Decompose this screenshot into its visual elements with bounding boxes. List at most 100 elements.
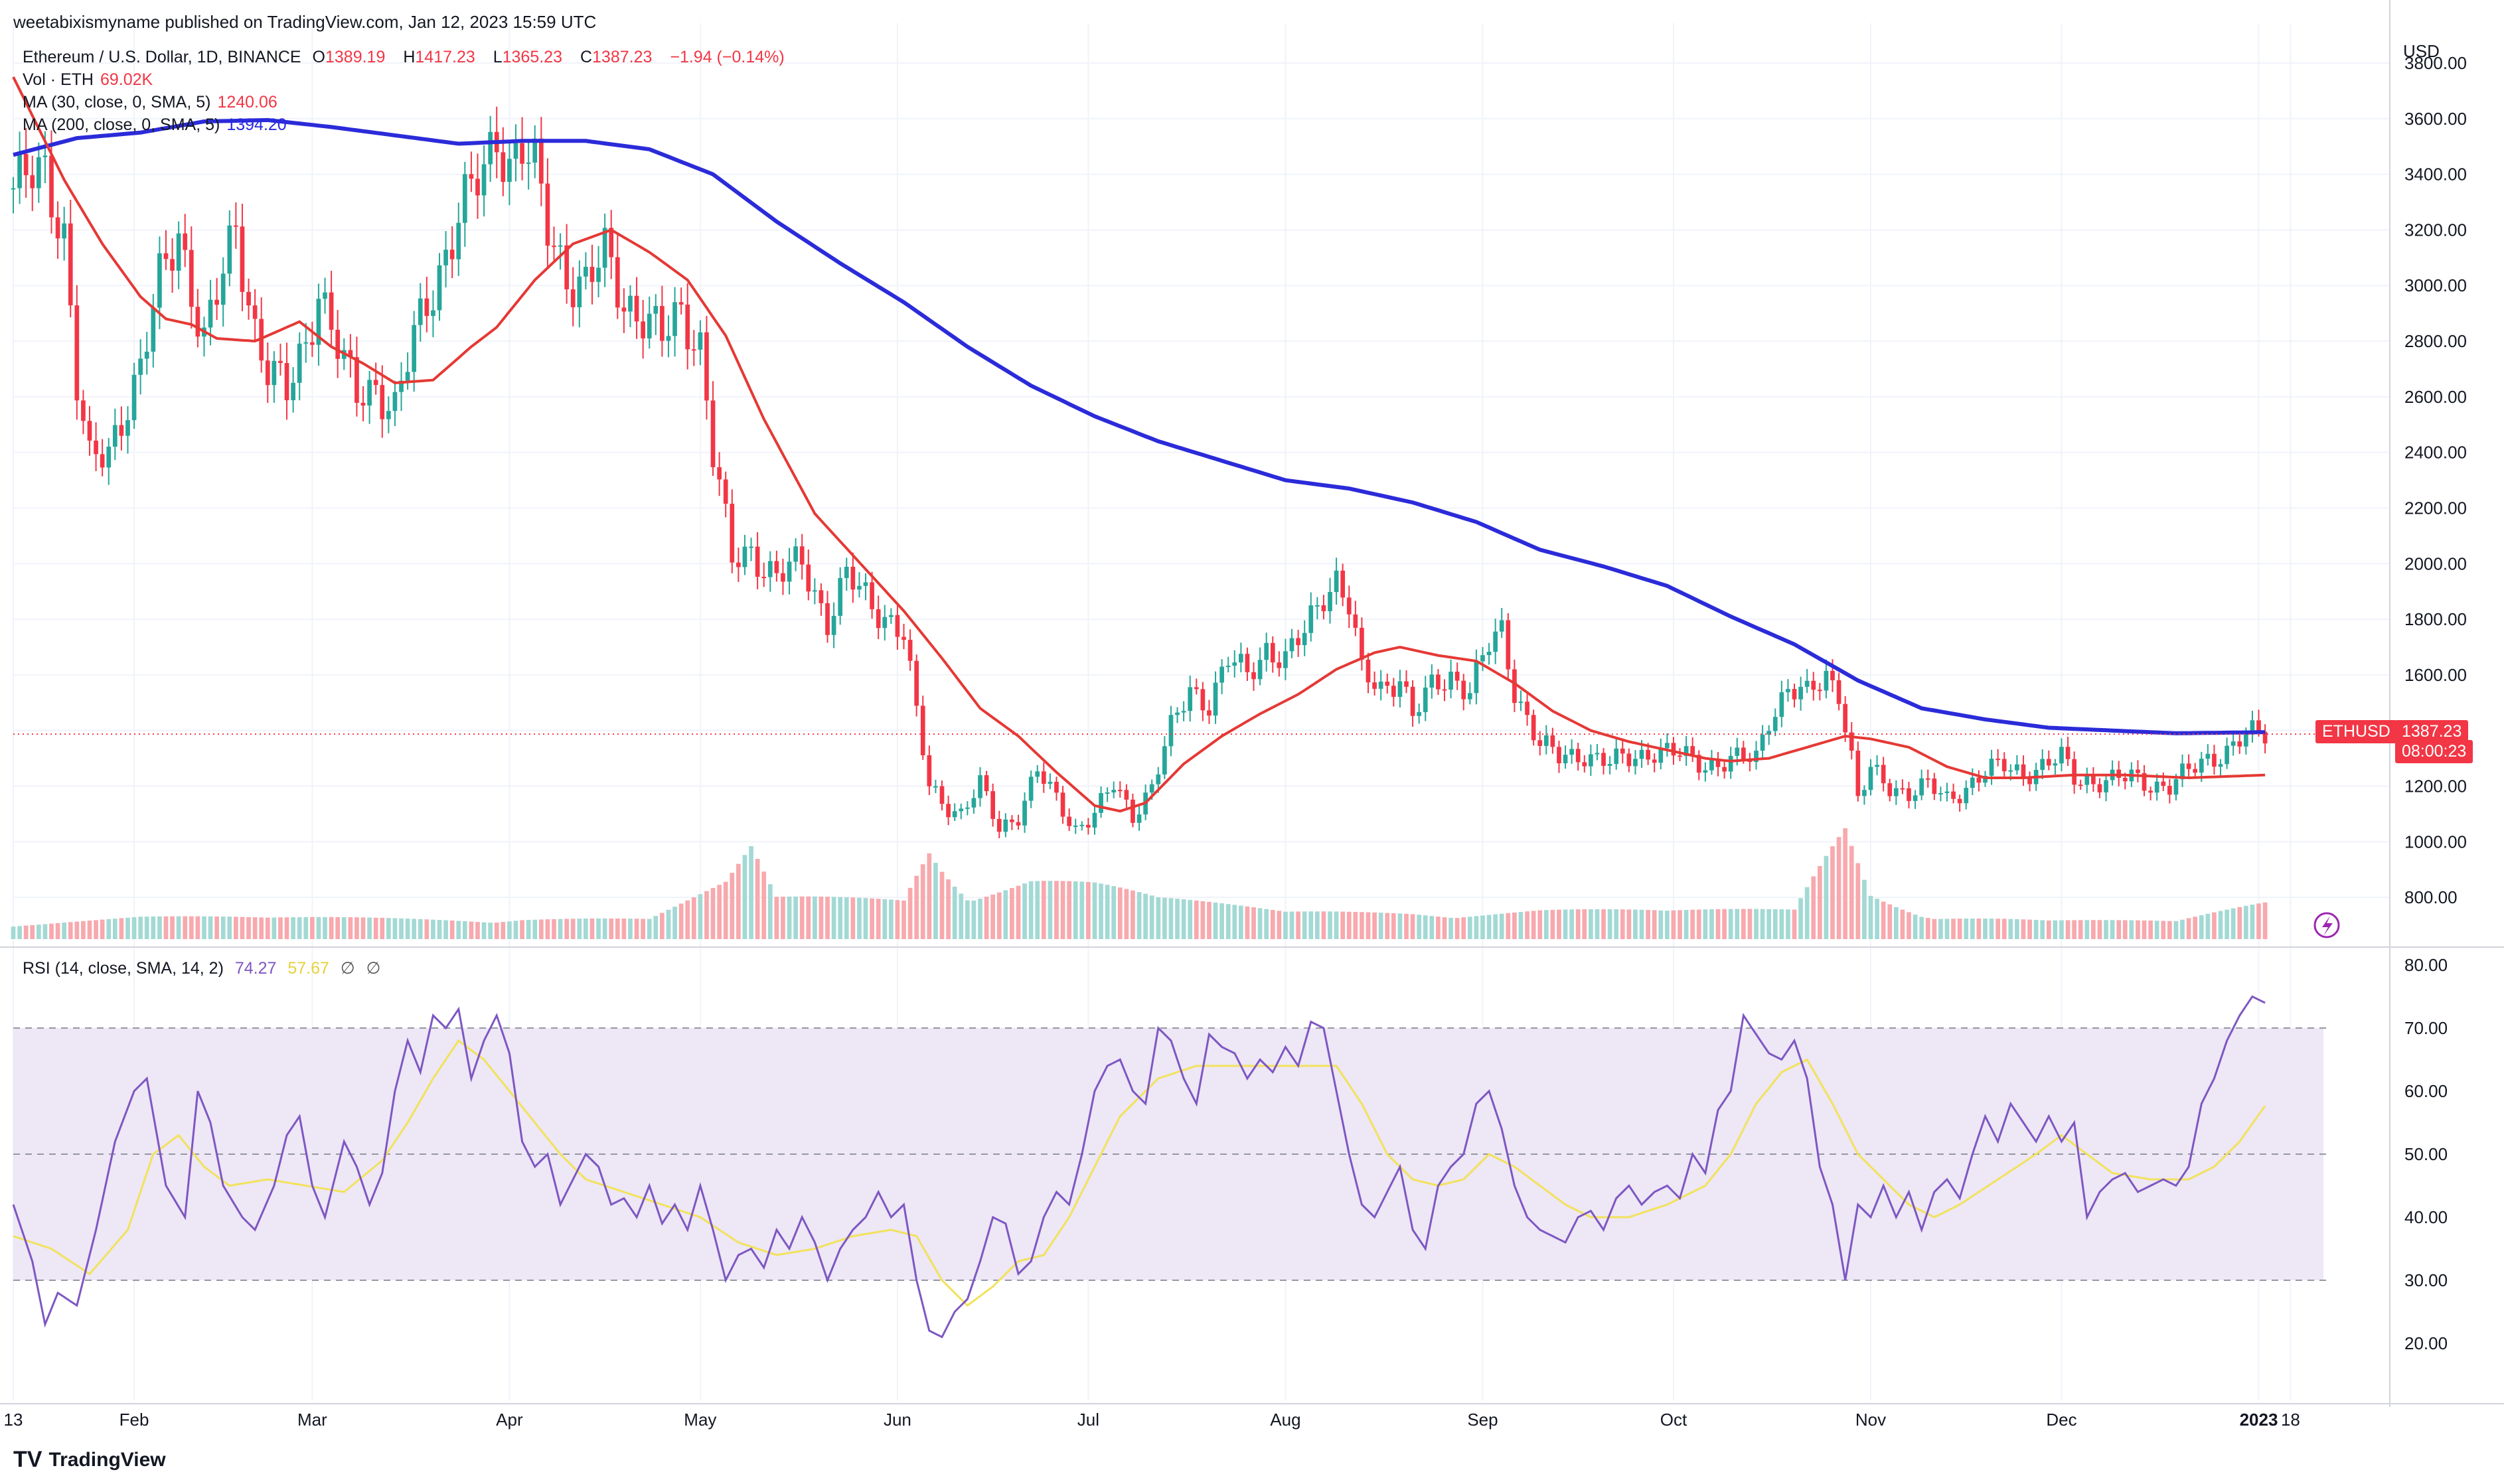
candle-body <box>914 660 919 706</box>
candle-body <box>907 640 913 661</box>
candle-body <box>227 225 232 274</box>
volume-bar <box>1715 909 1721 939</box>
candle-body <box>284 362 289 401</box>
candle-body <box>1678 755 1682 757</box>
ma30-legend[interactable]: MA (30, close, 0, SMA, 5) 1240.06 <box>23 93 277 111</box>
candle-body <box>767 561 773 577</box>
candle-body <box>1391 686 1396 697</box>
candle-body <box>806 564 811 592</box>
volume-bar <box>1461 917 1466 939</box>
volume-bar <box>265 917 270 939</box>
candle-body <box>1372 682 1377 689</box>
x-tick-label: Nov <box>1855 1410 1886 1430</box>
candle-body <box>1175 712 1180 715</box>
volume-bar <box>1397 913 1403 939</box>
volume-bar <box>1334 911 1339 939</box>
candle-body <box>2154 781 2159 793</box>
candle-body <box>1461 680 1466 700</box>
volume-bar <box>532 919 538 939</box>
volume-bar <box>2116 920 2122 939</box>
volume-bar <box>335 917 341 939</box>
volume-bar <box>850 897 856 939</box>
volume-bar <box>1162 897 1167 939</box>
volume-bar <box>857 897 862 939</box>
candle-body <box>1817 690 1822 692</box>
volume-bar <box>1754 909 1759 939</box>
price-tick-label: 1800.00 <box>2404 609 2467 629</box>
volume-bar <box>870 898 874 939</box>
volume-bar <box>176 916 181 939</box>
volume-legend[interactable]: Vol · ETH 69.02K <box>23 70 153 89</box>
candle-body <box>405 372 410 381</box>
volume-bar <box>1652 910 1657 939</box>
candle-body <box>710 400 716 467</box>
volume-bar <box>1239 905 1243 939</box>
price-tick-label: 3400.00 <box>2404 165 2467 185</box>
volume-bar <box>1626 909 1632 939</box>
volume-bar <box>1474 916 1479 939</box>
candle-body <box>2065 747 2071 759</box>
volume-bar <box>1124 889 1129 939</box>
candle-body <box>1385 682 1390 686</box>
candle-body <box>272 360 277 386</box>
candle-body <box>1086 824 1091 828</box>
candle-body <box>2097 784 2102 792</box>
volume-bar <box>1493 914 1498 939</box>
volume-bar <box>1887 904 1893 939</box>
volume-bar <box>691 897 696 939</box>
volume-bar <box>1423 915 1428 939</box>
candle-body <box>329 292 334 330</box>
candle-body <box>2136 769 2140 773</box>
volume-bar <box>1328 911 1332 939</box>
volume-bar <box>1893 907 1899 939</box>
candle-body <box>628 295 633 312</box>
volume-bar <box>1143 893 1148 939</box>
candle-body <box>621 307 627 312</box>
rsi-tick-label: 40.00 <box>2404 1207 2448 1227</box>
candle-body <box>513 143 518 159</box>
candle-body <box>1989 759 1994 776</box>
volume-bar <box>1289 911 1294 939</box>
volume-bar <box>2084 920 2090 939</box>
ma200-legend[interactable]: MA (200, close, 0, SMA, 5) 1394.20 <box>23 115 287 134</box>
rsi-tick-label: 60.00 <box>2404 1081 2448 1101</box>
flash-icon[interactable] <box>2313 912 2340 938</box>
price-change: −1.94 (−0.14%) <box>670 48 785 66</box>
price-tick-label: 1200.00 <box>2404 777 2467 796</box>
price-tick-label: 3000.00 <box>2404 275 2467 295</box>
candle-body <box>1804 680 1810 687</box>
x-tick-label: 2023 <box>2240 1410 2278 1430</box>
candle-body <box>481 164 487 196</box>
volume-bar <box>781 897 785 939</box>
volume-bar <box>131 917 137 939</box>
candle-body <box>1601 753 1606 766</box>
volume-bar <box>1728 909 1733 939</box>
volume-bar <box>1156 897 1161 939</box>
visibility-icon[interactable]: ∅ <box>366 959 381 978</box>
volume-bar <box>552 919 556 939</box>
candle-body <box>151 307 156 352</box>
candle-body <box>1932 779 1937 794</box>
candle-body <box>2015 764 2019 771</box>
volume-bar <box>1595 909 1600 939</box>
volume-bar <box>1436 917 1441 939</box>
rsi-legend[interactable]: RSI (14, close, SMA, 14, 2) 74.27 57.67 … <box>23 959 381 978</box>
volume-bar <box>901 900 906 939</box>
candle-body <box>1131 799 1135 823</box>
volume-bar <box>1340 911 1346 939</box>
volume-bar <box>793 896 798 939</box>
candle-body <box>1041 771 1046 784</box>
volume-bar <box>1219 903 1224 939</box>
volume-bar <box>2033 920 2039 939</box>
volume-bar <box>2021 919 2026 939</box>
volume-bar <box>672 907 677 939</box>
volume-bar <box>456 921 461 939</box>
volume-bar <box>202 916 206 939</box>
visibility-icon[interactable]: ∅ <box>340 959 355 978</box>
candle-body <box>1296 638 1300 646</box>
volume-bar <box>1442 917 1447 939</box>
candle-body <box>2237 741 2242 747</box>
tradingview-brand[interactable]: TV TradingView <box>13 1447 166 1473</box>
volume-bar <box>526 920 531 939</box>
